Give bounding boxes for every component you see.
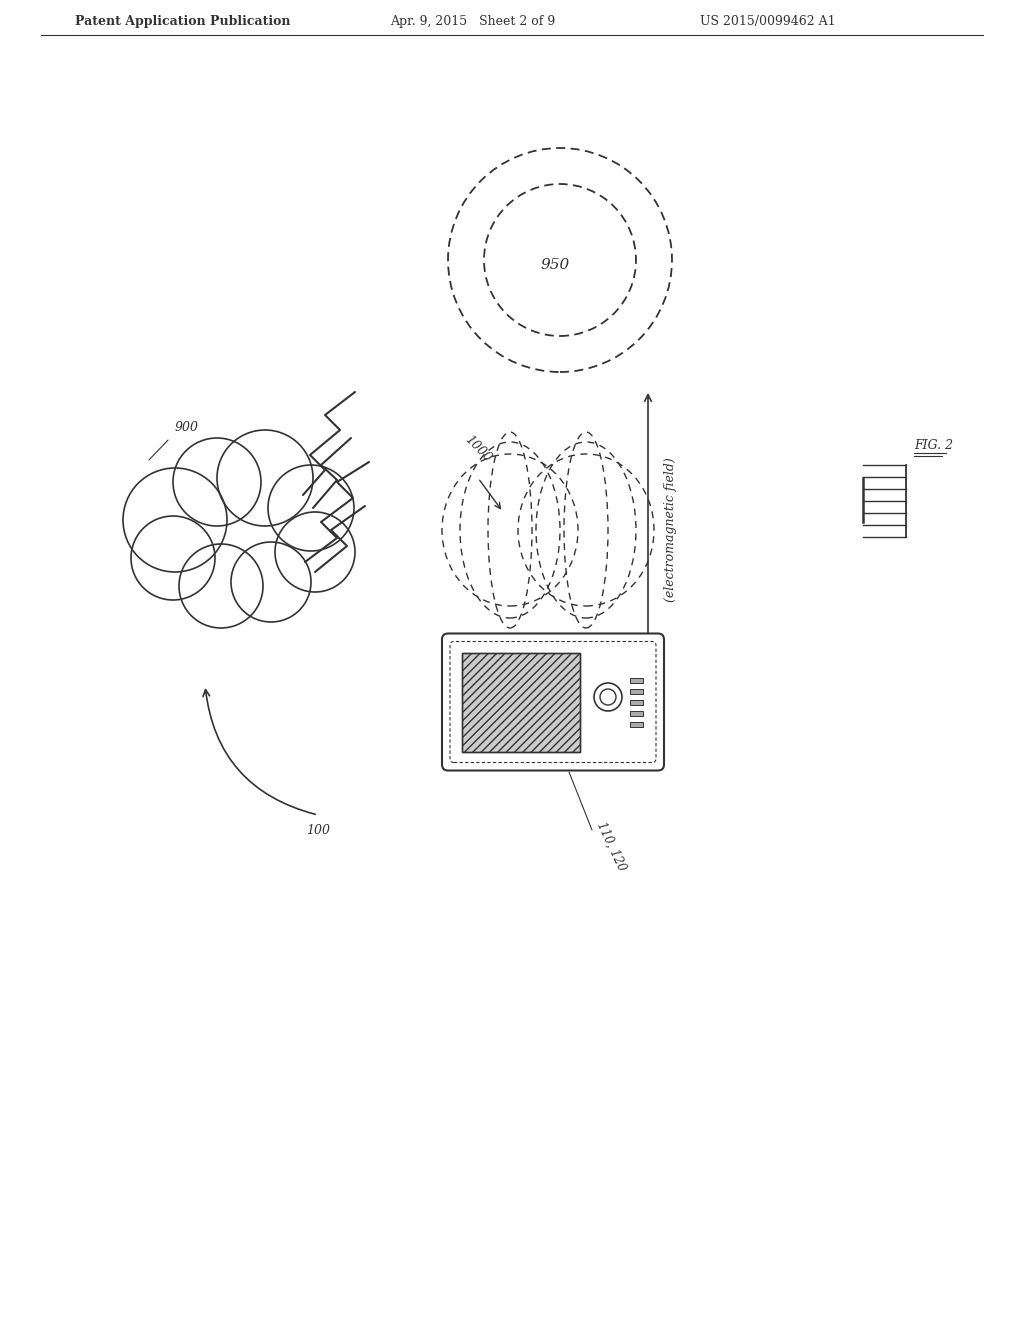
Text: 900: 900 xyxy=(175,421,199,434)
Circle shape xyxy=(484,183,636,337)
Text: (electromagnetic field): (electromagnetic field) xyxy=(664,458,677,602)
Bar xyxy=(630,722,643,726)
Bar xyxy=(462,652,580,751)
Text: 950: 950 xyxy=(541,257,569,272)
Bar xyxy=(630,677,643,682)
Circle shape xyxy=(449,148,672,372)
Text: Apr. 9, 2015   Sheet 2 of 9: Apr. 9, 2015 Sheet 2 of 9 xyxy=(390,16,555,29)
Circle shape xyxy=(179,544,263,628)
Bar xyxy=(630,700,643,705)
Bar xyxy=(462,652,580,751)
Circle shape xyxy=(131,516,215,601)
Text: 110, 120: 110, 120 xyxy=(594,820,628,873)
Text: FIG. 2: FIG. 2 xyxy=(914,440,953,451)
Circle shape xyxy=(231,543,311,622)
Text: 1000: 1000 xyxy=(462,433,494,465)
Circle shape xyxy=(268,465,354,550)
Text: 100: 100 xyxy=(306,824,330,837)
Circle shape xyxy=(217,430,313,525)
FancyBboxPatch shape xyxy=(442,634,664,771)
Bar xyxy=(630,710,643,715)
Circle shape xyxy=(123,469,227,572)
Circle shape xyxy=(275,512,355,591)
Text: US 2015/0099462 A1: US 2015/0099462 A1 xyxy=(700,16,836,29)
Text: Patent Application Publication: Patent Application Publication xyxy=(75,16,291,29)
Circle shape xyxy=(173,438,261,525)
Bar xyxy=(630,689,643,693)
